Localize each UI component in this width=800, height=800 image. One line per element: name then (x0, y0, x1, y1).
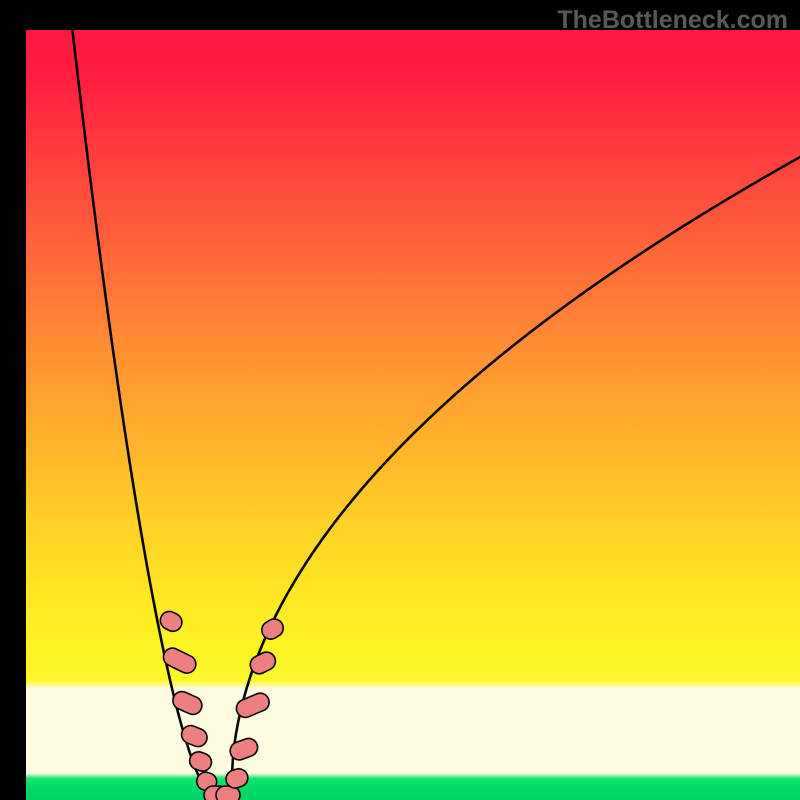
plot-svg (26, 30, 800, 800)
watermark-text: TheBottleneck.com (557, 6, 788, 35)
plot-area (26, 30, 800, 800)
gradient-background (26, 30, 800, 800)
